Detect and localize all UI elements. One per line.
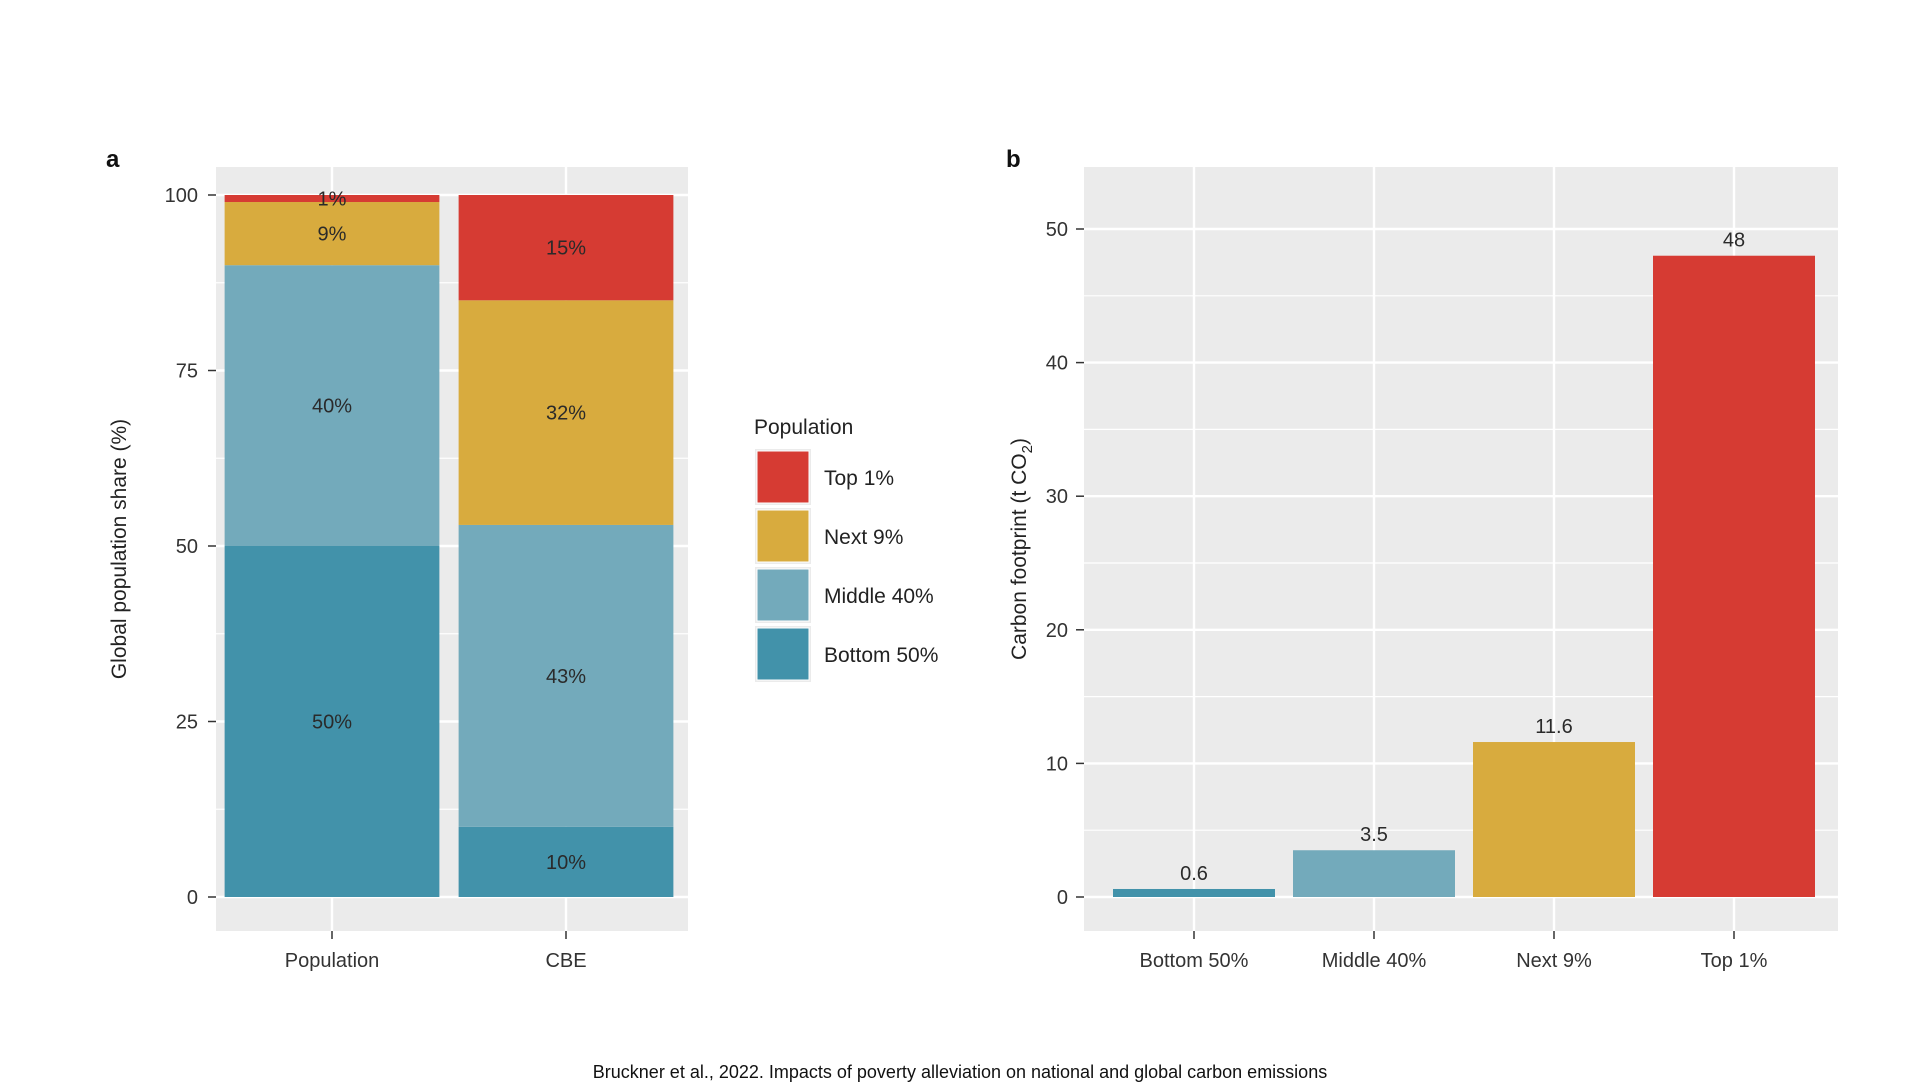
- bar-cbe-middle-40pct: [458, 524, 674, 827]
- bar-population-top-1pct: [224, 195, 440, 203]
- x-tick-label-bottom-50pct: Bottom 50%: [1140, 950, 1249, 972]
- legend-title: Population: [754, 416, 853, 439]
- bar-population-middle-40pct: [224, 265, 440, 546]
- legend-label-middle-40pct: Middle 40%: [824, 585, 934, 608]
- bar-next-9pct: [1473, 742, 1635, 897]
- value-label-next-9pct: 11.6: [1535, 716, 1572, 738]
- y-tick-label: 10: [1046, 753, 1068, 775]
- panel-a-letter: a: [106, 146, 120, 173]
- y-tick-label: 100: [165, 185, 198, 207]
- bar-label-cbe-bottom-50pct: 10%: [546, 852, 586, 874]
- panel-b-x-ticks: Bottom 50% Middle 40% Next 9% Top 1%: [1140, 931, 1768, 972]
- legend-label-top-1pct: Top 1%: [824, 467, 894, 490]
- panel-a: a 50% 40% 9% 1% 10% 43% 32% 15% 0 25 50 75 100 Popu…: [106, 146, 688, 972]
- panel-a-y-ticks: 0 25 50 75 100: [165, 185, 216, 909]
- x-tick-label-next-9pct: Next 9%: [1516, 950, 1592, 972]
- legend: Population Top 1% Next 9% Middle 40% Bottom…: [754, 416, 938, 682]
- panel-b-y-axis-title-main: Carbon footprint (t CO: [1008, 453, 1031, 660]
- figure-caption: Bruckner et al., 2022. Impacts of povert…: [592, 1062, 1328, 1082]
- panel-b-bars: [1113, 255, 1815, 898]
- x-tick-label-population: Population: [285, 950, 380, 972]
- bar-population-bottom-50pct: [224, 546, 440, 897]
- y-tick-label: 30: [1046, 486, 1068, 508]
- legend-label-bottom-50pct: Bottom 50%: [824, 644, 938, 667]
- y-tick-label: 75: [176, 361, 198, 383]
- legend-swatch-middle-40pct: [756, 568, 810, 622]
- y-tick-label: 0: [187, 887, 198, 909]
- x-tick-label-cbe: CBE: [545, 950, 586, 972]
- panel-a-x-ticks: Population CBE: [285, 931, 587, 972]
- bar-label-cbe-middle-40pct: 43%: [546, 666, 586, 688]
- y-tick-label: 50: [1046, 219, 1068, 241]
- bar-cbe-bottom-50pct: [458, 826, 674, 897]
- panel-a-bars: [224, 195, 674, 897]
- y-tick-label: 40: [1046, 353, 1068, 375]
- y-tick-label: 50: [176, 536, 198, 558]
- panel-b-value-labels: 0.6 3.5 11.6 48: [1180, 230, 1745, 885]
- bar-label-population-bottom-50pct: 50%: [312, 712, 352, 734]
- bar-cbe-top-1pct: [458, 195, 674, 301]
- bar-label-population-middle-40pct: 40%: [312, 396, 352, 418]
- bar-middle-40pct: [1293, 850, 1455, 897]
- panel-b-y-axis-title: Carbon footprint (t CO2): [1008, 438, 1036, 660]
- bar-label-population-next-9pct: 9%: [318, 224, 347, 246]
- bar-bottom-50pct: [1113, 888, 1275, 897]
- panel-b-y-axis-title-subscript: 2: [1019, 445, 1036, 453]
- value-label-bottom-50pct: 0.6: [1180, 863, 1208, 885]
- panel-b-y-axis-title-end: ): [1008, 438, 1031, 445]
- bar-label-cbe-top-1pct: 15%: [546, 238, 586, 260]
- legend-swatch-top-1pct: [756, 450, 810, 504]
- panel-b: b 0.6 3.5 11.6 48 0 10 20 30 40 50 Bottom 50% Mid…: [1006, 146, 1838, 972]
- x-tick-label-top-1pct: Top 1%: [1701, 950, 1768, 972]
- panel-a-bar-labels: 50% 40% 9% 1% 10% 43% 32% 15%: [312, 189, 586, 874]
- y-tick-label: 25: [176, 712, 198, 734]
- bar-cbe-next-9pct: [458, 300, 674, 525]
- value-label-top-1pct: 48: [1723, 230, 1745, 252]
- panel-a-y-axis-title: Global population share (%): [108, 419, 131, 679]
- bar-population-next-9pct: [224, 202, 440, 266]
- value-label-middle-40pct: 3.5: [1360, 824, 1388, 846]
- y-tick-label: 20: [1046, 620, 1068, 642]
- x-tick-label-middle-40pct: Middle 40%: [1322, 950, 1427, 972]
- y-tick-label: 0: [1057, 887, 1068, 909]
- bar-label-population-top-1pct: 1%: [318, 189, 347, 211]
- legend-swatch-next-9pct: [756, 509, 810, 563]
- bar-top-1pct: [1653, 255, 1815, 898]
- bar-label-cbe-next-9pct: 32%: [546, 403, 586, 425]
- panel-b-y-ticks: 0 10 20 30 40 50: [1046, 219, 1084, 909]
- panel-b-letter: b: [1006, 146, 1021, 173]
- legend-label-next-9pct: Next 9%: [824, 526, 903, 549]
- legend-swatch-bottom-50pct: [756, 627, 810, 681]
